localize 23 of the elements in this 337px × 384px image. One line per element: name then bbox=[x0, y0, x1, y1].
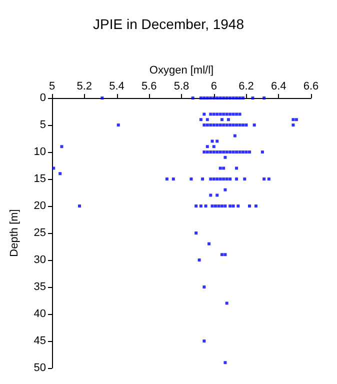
x-tick-label: 5.4 bbox=[109, 80, 124, 92]
y-tick-label: 35 bbox=[34, 281, 46, 293]
x-tick-label: 5.2 bbox=[76, 80, 92, 92]
x-tick-label: 5.6 bbox=[141, 80, 157, 92]
y-tick-label: 30 bbox=[34, 254, 46, 266]
y-tick-label: 0 bbox=[40, 92, 46, 104]
y-tick-label: 10 bbox=[34, 146, 46, 158]
y-axis-title: Depth [m] bbox=[8, 209, 20, 257]
y-tick-label: 45 bbox=[34, 335, 46, 347]
y-tick-label: 50 bbox=[34, 362, 46, 374]
x-tick-label: 5 bbox=[48, 80, 56, 92]
y-tick-label: 15 bbox=[34, 173, 46, 185]
x-tick-label: 5.8 bbox=[174, 80, 190, 92]
y-tick-label: 40 bbox=[34, 308, 46, 320]
y-tick-label: 25 bbox=[34, 227, 46, 239]
x-tick-label: 6.6 bbox=[303, 80, 319, 92]
x-axis-title: Oxygen [ml/l] bbox=[149, 64, 214, 76]
y-tick-label: 5 bbox=[40, 119, 46, 131]
x-tick-label: 6.2 bbox=[238, 80, 254, 92]
x-tick-label: 6.4 bbox=[270, 80, 286, 92]
y-tick-label: 20 bbox=[34, 200, 46, 212]
x-tick-label: 6 bbox=[210, 80, 217, 92]
chart-title: JPIE in December, 1948 bbox=[93, 16, 244, 32]
